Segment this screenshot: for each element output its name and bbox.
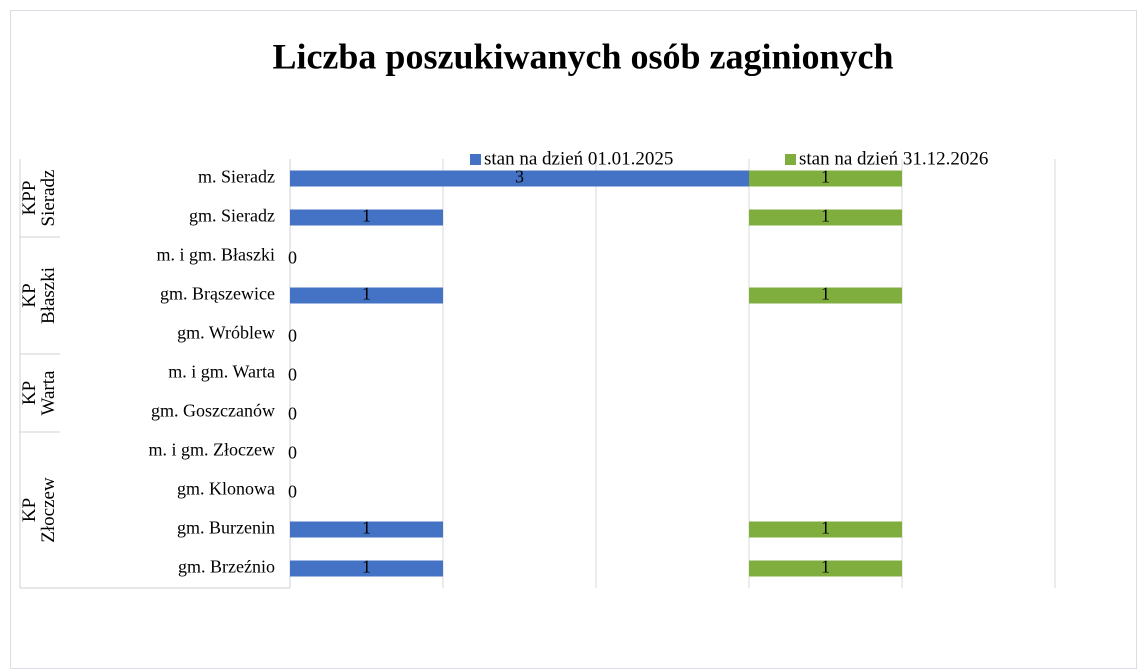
y-tick-label: gm. Sieradz: [189, 206, 275, 226]
legend-label: stan na dzień 31.12.2026: [799, 148, 988, 169]
legend-swatch: [785, 154, 796, 165]
bar: [290, 560, 443, 577]
legend-swatch: [470, 154, 481, 165]
group-label-line: Złoczew: [38, 477, 59, 543]
y-tick-label: m. i gm. Błaszki: [157, 245, 276, 265]
bar: [749, 209, 902, 226]
value-label: 1: [821, 206, 830, 226]
group-label-line: KP: [19, 283, 40, 307]
y-tick-label: gm. Wróblew: [177, 323, 275, 343]
y-tick-label: gm. Burzenin: [177, 518, 275, 538]
y-tick-label: gm. Klonowa: [177, 479, 275, 499]
bar: [749, 521, 902, 538]
value-label: 3: [515, 167, 524, 187]
y-tick-label: gm. Brąszewice: [160, 284, 275, 304]
value-label: 0: [288, 248, 297, 268]
value-label: 1: [362, 206, 371, 226]
chart-title: Liczba poszukiwanych osób zaginionych: [272, 36, 893, 76]
group-label-line: Warta: [38, 370, 59, 415]
value-label: 1: [821, 284, 830, 304]
value-label: 1: [362, 284, 371, 304]
value-label: 0: [288, 365, 297, 385]
group-label: KPZłoczew: [19, 477, 59, 543]
value-label: 0: [288, 482, 297, 502]
value-label: 0: [288, 326, 297, 346]
group-label-line: KPP: [19, 181, 40, 216]
bar: [290, 209, 443, 226]
group-label-line: Sieradz: [38, 170, 59, 227]
value-label: 1: [821, 557, 830, 577]
legend-label: stan na dzień 01.01.2025: [484, 148, 673, 169]
y-tick-label: m. i gm. Warta: [168, 362, 275, 382]
group-label: KPBłaszki: [19, 267, 59, 324]
y-tick-label: gm. Goszczanów: [151, 401, 275, 421]
y-tick-label: gm. Brzeźnio: [178, 557, 275, 577]
group-label-line: KP: [19, 381, 40, 405]
bar: [749, 170, 902, 187]
group-label-line: Błaszki: [38, 267, 59, 324]
group-label: KPPSieradz: [19, 170, 59, 227]
bar: [749, 287, 902, 304]
value-label: 1: [362, 518, 371, 538]
bar: [290, 170, 749, 187]
value-label: 1: [821, 518, 830, 538]
y-tick-label: m. i gm. Złoczew: [149, 440, 275, 460]
value-label: 1: [362, 557, 371, 577]
bar: [290, 287, 443, 304]
y-tick-label: m. Sieradz: [198, 167, 275, 187]
value-label: 0: [288, 443, 297, 463]
value-label: 1: [821, 167, 830, 187]
group-label-line: KP: [19, 498, 40, 522]
group-label: KPWarta: [19, 370, 59, 415]
bar: [290, 521, 443, 538]
bar: [749, 560, 902, 577]
value-label: 0: [288, 404, 297, 424]
